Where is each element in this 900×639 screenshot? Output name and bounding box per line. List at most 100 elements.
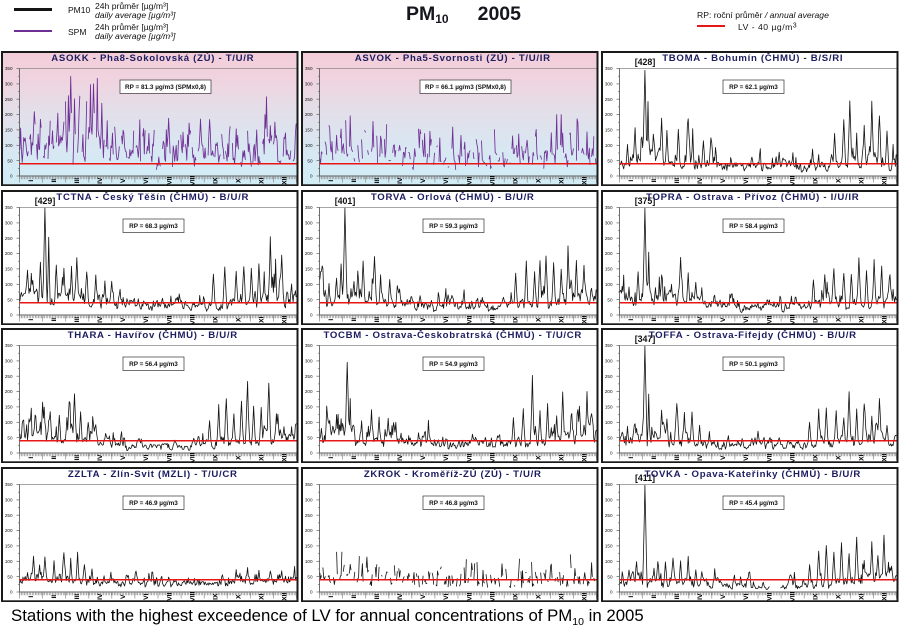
svg-text:V: V (120, 455, 127, 460)
svg-text:TOFFA - Ostrava-Fifejdy (ČHMÚ): TOFFA - Ostrava-Fifejdy (ČHMÚ) - B/U/R (649, 329, 857, 341)
svg-text:VI: VI (443, 593, 450, 599)
svg-text:0: 0 (310, 312, 313, 317)
svg-text:RP = 58.4 µg/m3: RP = 58.4 µg/m3 (729, 223, 778, 230)
svg-text:X: X (236, 178, 243, 183)
svg-text:250: 250 (305, 513, 313, 518)
svg-text:50: 50 (7, 297, 13, 302)
svg-text:200: 200 (605, 251, 613, 256)
svg-text:ZZLTA - Zlín-Svit (MZLI) - T/U: ZZLTA - Zlín-Svit (MZLI) - T/U/CR (68, 469, 238, 480)
svg-text:III: III (74, 455, 81, 461)
svg-text:XI: XI (559, 593, 566, 599)
svg-text:I: I (628, 457, 635, 459)
svg-text:III: III (674, 455, 681, 461)
svg-text:VII: VII (466, 592, 473, 600)
svg-text:VIII: VIII (489, 176, 496, 186)
svg-text:X: X (836, 178, 843, 183)
svg-text:V: V (720, 455, 727, 460)
svg-text:RP = 46.8 µg/m3: RP = 46.8 µg/m3 (429, 500, 478, 507)
svg-text:III: III (374, 455, 381, 461)
svg-text:VII: VII (166, 176, 173, 184)
svg-text:I: I (628, 318, 635, 320)
svg-text:III: III (674, 593, 681, 599)
svg-text:150: 150 (5, 266, 13, 271)
svg-text:II: II (651, 179, 658, 183)
svg-text:[429]: [429] (35, 196, 56, 206)
svg-text:IV: IV (397, 593, 404, 600)
svg-text:XII: XII (882, 592, 889, 600)
svg-text:VII: VII (466, 315, 473, 323)
svg-text:V: V (420, 317, 427, 322)
svg-text:XI: XI (559, 455, 566, 461)
svg-text:RP = 45.4 µg/m3: RP = 45.4 µg/m3 (729, 500, 778, 507)
svg-text:III: III (374, 178, 381, 184)
svg-text:V: V (120, 317, 127, 322)
svg-text:VIII: VIII (189, 176, 196, 186)
svg-text:V: V (420, 594, 427, 599)
svg-text:300: 300 (5, 82, 13, 87)
svg-text:0: 0 (610, 451, 613, 456)
svg-text:I: I (328, 595, 335, 597)
svg-text:XII: XII (282, 454, 289, 462)
svg-text:150: 150 (605, 405, 613, 410)
svg-text:RP = 46.9 µg/m3: RP = 46.9 µg/m3 (129, 500, 178, 507)
svg-text:IX: IX (813, 593, 820, 600)
svg-text:VIII: VIII (790, 176, 797, 186)
svg-text:IV: IV (397, 454, 404, 461)
svg-text:IV: IV (97, 454, 104, 461)
svg-text:0: 0 (10, 174, 13, 179)
svg-text:VII: VII (767, 592, 774, 600)
svg-text:200: 200 (605, 528, 613, 533)
svg-text:II: II (651, 317, 658, 321)
svg-text:V: V (120, 178, 127, 183)
svg-text:350: 350 (605, 66, 613, 71)
svg-text:III: III (74, 593, 81, 599)
svg-text:0: 0 (10, 312, 13, 317)
svg-text:II: II (51, 317, 58, 321)
svg-text:50: 50 (307, 436, 313, 441)
svg-text:300: 300 (305, 82, 313, 87)
svg-text:VIII: VIII (489, 591, 496, 601)
svg-text:0: 0 (610, 312, 613, 317)
svg-text:VII: VII (767, 176, 774, 184)
svg-text:XII: XII (282, 176, 289, 184)
svg-text:150: 150 (5, 405, 13, 410)
svg-text:50: 50 (7, 574, 13, 579)
svg-text:XII: XII (882, 315, 889, 323)
svg-text:VII: VII (767, 315, 774, 323)
svg-text:250: 250 (305, 97, 313, 102)
svg-text:III: III (74, 316, 81, 322)
svg-text:350: 350 (305, 66, 313, 71)
svg-text:IX: IX (212, 454, 219, 461)
svg-text:VI: VI (744, 455, 751, 461)
svg-text:VI: VI (143, 593, 150, 599)
svg-text:XI: XI (859, 593, 866, 599)
svg-text:VIII: VIII (489, 314, 496, 324)
svg-text:XII: XII (582, 176, 589, 184)
svg-text:50: 50 (7, 436, 13, 441)
svg-text:300: 300 (305, 497, 313, 502)
svg-text:IX: IX (512, 593, 519, 600)
svg-text:II: II (351, 594, 358, 598)
svg-text:XII: XII (882, 176, 889, 184)
svg-text:VI: VI (443, 455, 450, 461)
svg-text:IV: IV (97, 593, 104, 600)
svg-text:0: 0 (310, 174, 313, 179)
svg-text:XII: XII (582, 592, 589, 600)
svg-text:100: 100 (305, 143, 313, 148)
svg-text:X: X (836, 594, 843, 599)
svg-text:200: 200 (305, 251, 313, 256)
svg-text:VI: VI (744, 593, 751, 599)
svg-text:250: 250 (605, 97, 613, 102)
svg-text:50: 50 (307, 297, 313, 302)
svg-text:150: 150 (305, 543, 313, 548)
svg-text:XI: XI (859, 177, 866, 183)
svg-text:II: II (351, 317, 358, 321)
svg-text:II: II (51, 594, 58, 598)
svg-text:300: 300 (605, 497, 613, 502)
svg-text:VI: VI (443, 177, 450, 183)
svg-text:150: 150 (605, 266, 613, 271)
svg-text:IX: IX (512, 454, 519, 461)
svg-text:350: 350 (305, 205, 313, 210)
svg-text:VII: VII (466, 176, 473, 184)
svg-text:200: 200 (305, 112, 313, 117)
